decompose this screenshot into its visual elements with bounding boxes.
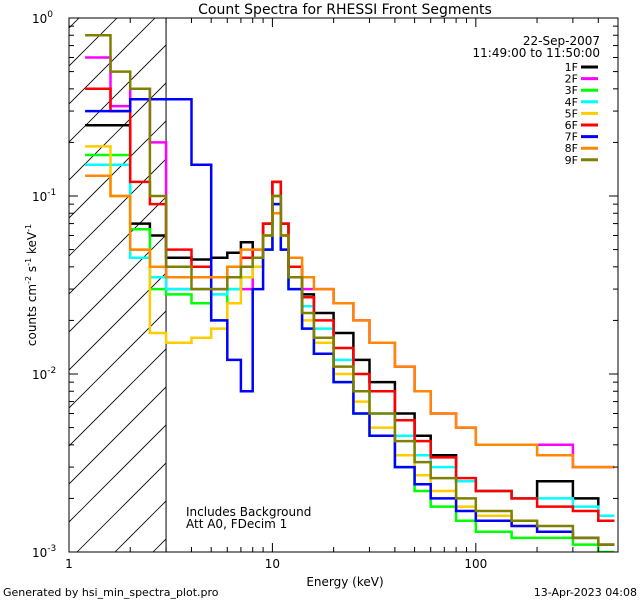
x-tick-label: 10	[265, 557, 280, 571]
plot-frame	[68, 17, 619, 553]
series-8F-line	[85, 174, 615, 469]
y-tick-label: 100	[32, 10, 53, 26]
legend-label-3F: 3F	[565, 84, 578, 97]
legend-label-1F: 1F	[565, 61, 578, 74]
footer-timestamp: 13-Apr-2023 04:08	[534, 586, 637, 599]
annotation-background: Includes Background	[186, 505, 311, 519]
series-9F-line	[85, 33, 615, 546]
chart-title: Count Spectra for RHESSI Front Segments	[198, 2, 492, 18]
legend-label-8F: 8F	[565, 142, 578, 155]
series-1F-line	[85, 123, 615, 522]
x-axis-label: Energy (keV)	[306, 575, 383, 589]
legend-label-4F: 4F	[565, 96, 578, 109]
series-4F-line	[85, 163, 615, 517]
legend-label-9F: 9F	[565, 154, 578, 167]
legend-label-5F: 5F	[565, 107, 578, 120]
time-range-label: 11:49:00 to 11:50:00	[473, 46, 600, 60]
series-6F-line	[85, 87, 615, 522]
x-tick-label: 1	[65, 557, 73, 571]
x-tick-label: 100	[464, 557, 487, 571]
y-tick-label: 10-3	[32, 544, 56, 560]
y-tick-label: 10-1	[32, 188, 56, 204]
series-3F-line	[85, 153, 615, 552]
annotation-attenuator: Att A0, FDecim 1	[186, 517, 287, 531]
legend-label-7F: 7F	[565, 131, 578, 144]
legend-label-6F: 6F	[565, 119, 578, 132]
legend-label-2F: 2F	[565, 73, 578, 86]
attenuator-hatch-region	[69, 18, 167, 552]
series-2F-line	[85, 56, 615, 469]
y-axis-label: counts cm-2​ s-1​ keV-1​	[24, 224, 39, 346]
y-tick-label: 10-2	[32, 366, 56, 382]
series-7F-line	[85, 97, 615, 546]
series-5F-line	[85, 145, 615, 546]
date-label: 22-Sep-2007	[523, 34, 600, 48]
footer-generated-by: Generated by hsi_min_spectra_plot.pro	[3, 586, 219, 599]
